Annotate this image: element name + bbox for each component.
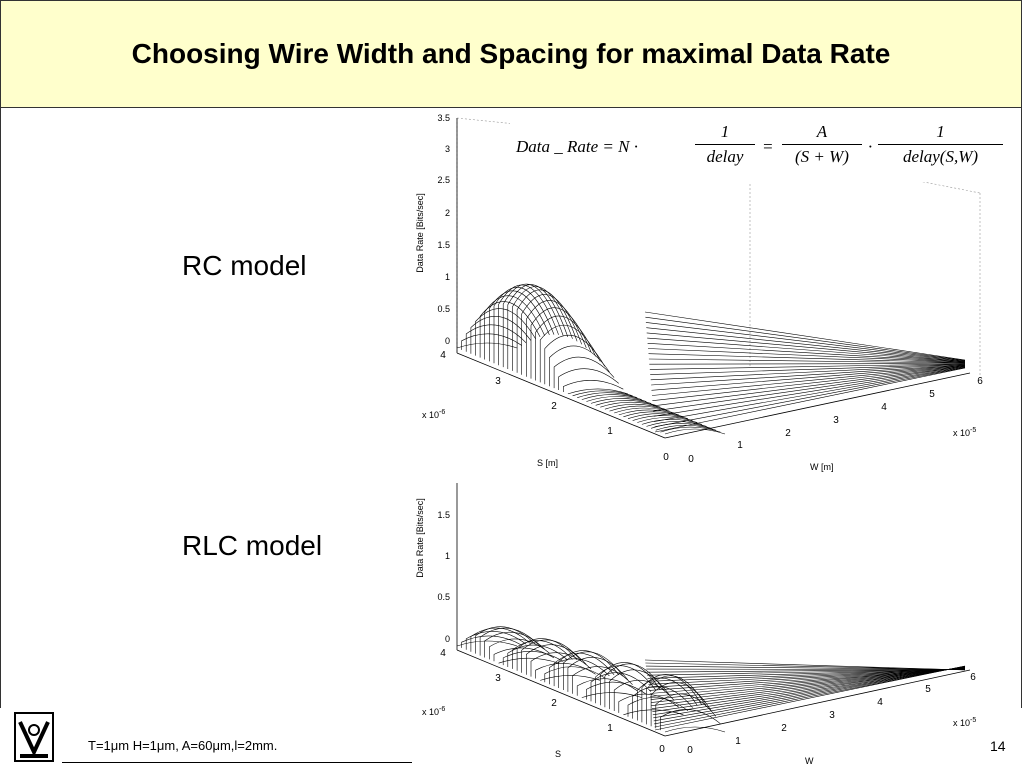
rlc-z-tick: 1 — [445, 551, 450, 561]
rlc-w-label: W — [805, 756, 814, 766]
rc-s-tick: 0 — [663, 452, 669, 463]
rc-z-tick: 3 — [445, 144, 450, 154]
rc-w-tick: 0 — [688, 454, 694, 465]
formula-frac-1-den: delay — [706, 147, 744, 166]
formula-frac-1: 1 delay — [695, 122, 755, 167]
rc-s-tick: 2 — [551, 401, 557, 412]
rc-w-tick: 5 — [929, 389, 935, 400]
rc-z-tick: 2 — [445, 208, 450, 218]
formula-frac-3-num: 1 — [878, 122, 1003, 145]
rlc-s-label: S — [555, 749, 561, 759]
formula-dot: · — [868, 137, 873, 156]
rc-w-tick: 3 — [833, 415, 839, 426]
rlc-wire-mesh — [456, 626, 966, 733]
rc-z-tick: 3.5 — [437, 113, 450, 123]
formula-frac-1-num: 1 — [695, 122, 755, 145]
rlc-w-tick: 1 — [735, 736, 741, 747]
rc-s-tick: 1 — [607, 426, 613, 437]
rc-w-label: W [m] — [810, 462, 834, 472]
right-frame-line — [1021, 108, 1022, 708]
rlc-s-tick: 0 — [659, 744, 665, 755]
rc-z-label: Data Rate [Bits/sec] — [415, 193, 425, 273]
page-number: 14 — [990, 738, 1006, 754]
rc-w-tick: 1 — [737, 440, 743, 451]
rc-z-tick: 1.5 — [437, 240, 450, 250]
rc-s-tick: 4 — [440, 350, 446, 361]
rc-s-exponent: x 10-6 — [422, 409, 445, 420]
rlc-w-ticks: 0 1 2 3 4 5 6 — [687, 672, 976, 756]
rc-w-tick: 6 — [977, 376, 983, 387]
footer-divider — [62, 762, 412, 763]
rlc-w-tick: 6 — [970, 672, 976, 683]
rc-wire-mesh — [456, 283, 966, 435]
rlc-s-tick: 2 — [551, 698, 557, 709]
rlc-w-tick: 2 — [781, 723, 787, 734]
rlc-axes — [456, 483, 971, 737]
rc-s-tick: 3 — [495, 376, 501, 387]
rc-z-tick: 0.5 — [437, 304, 450, 314]
rc-w-exponent: x 10-5 — [953, 427, 976, 438]
rc-s-ticks: 4 3 2 1 0 — [440, 350, 669, 463]
formula-frac-2: A (S + W) — [782, 122, 862, 167]
rlc-z-ticks: 1.5 1 0.5 0 — [437, 510, 450, 644]
rlc-w-tick: 0 — [687, 745, 693, 756]
left-frame-line — [0, 108, 1, 708]
formula-frac-3-den: delay(S,W) — [902, 147, 979, 166]
rc-z-tick: 0 — [445, 336, 450, 346]
rc-surface-plot: 3.5 3 2.5 2 1.5 1 0.5 0 Data Rate [Bits/… — [415, 113, 983, 472]
rc-s-label: S [m] — [537, 458, 558, 468]
rlc-z-tick: 1.5 — [437, 510, 450, 520]
slide-title: Choosing Wire Width and Spacing for maxi… — [131, 38, 891, 69]
rc-w-tick: 4 — [881, 402, 887, 413]
rlc-s-tick: 4 — [440, 648, 446, 659]
rlc-s-tick: 1 — [607, 723, 613, 734]
rlc-z-tick: 0.5 — [437, 592, 450, 602]
title-bar: Choosing Wire Width and Spacing for maxi… — [0, 0, 1022, 108]
data-rate-formula: Data _ Rate = N · 1 delay = A (S + W) · … — [510, 112, 1010, 182]
rlc-w-exponent: x 10-5 — [953, 717, 976, 728]
rc-w-tick: 2 — [785, 428, 791, 439]
rc-axes — [456, 118, 971, 439]
technion-logo — [14, 712, 54, 762]
rlc-w-tick: 4 — [877, 697, 883, 708]
rlc-w-tick: 3 — [829, 710, 835, 721]
rlc-s-ticks: 4 3 2 1 0 — [440, 648, 665, 755]
rc-w-ticks: 0 1 2 3 4 5 6 — [688, 376, 983, 465]
rlc-model-label: RLC model — [182, 530, 323, 561]
rlc-z-label: Data Rate [Bits/sec] — [415, 498, 425, 578]
rc-z-tick: 1 — [445, 272, 450, 282]
rlc-s-exponent: x 10-6 — [422, 706, 445, 717]
formula-frac-2-num: A — [782, 122, 862, 145]
rc-z-ticks: 3.5 3 2.5 2 1.5 1 0.5 0 — [437, 113, 450, 346]
rc-model-label: RC model — [182, 250, 307, 281]
rlc-surface-plot: 1.5 1 0.5 0 Data Rate [Bits/sec] 4 3 2 1… — [415, 483, 976, 766]
formula-lhs: Data _ Rate = N · — [516, 137, 638, 156]
formula-eq: = — [762, 137, 774, 156]
formula-frac-3: 1 delay(S,W) — [878, 122, 1003, 167]
rc-z-tick: 2.5 — [437, 175, 450, 185]
rlc-w-tick: 5 — [925, 684, 931, 695]
footer-parameters: T=1μm H=1μm, A=60μm,l=2mm. — [88, 738, 278, 753]
rlc-z-tick: 0 — [445, 634, 450, 644]
formula-frac-2-den: (S + W) — [795, 147, 849, 166]
rlc-s-tick: 3 — [495, 673, 501, 684]
